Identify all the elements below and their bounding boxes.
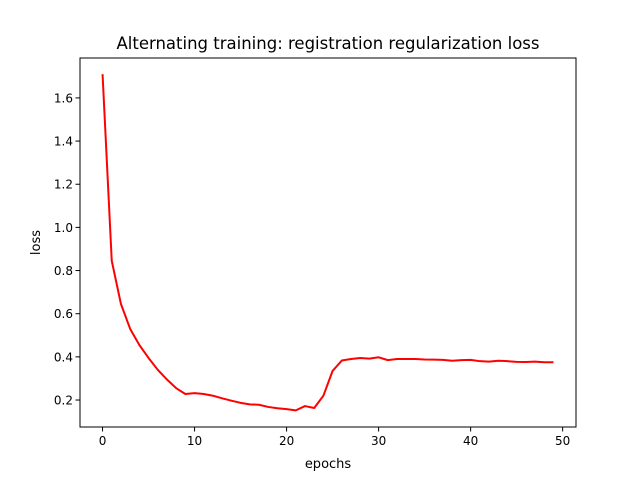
x-tick-label: 10 — [187, 434, 202, 448]
y-tick-label: 0.4 — [54, 350, 73, 364]
x-tick-label: 0 — [99, 434, 107, 448]
x-tick-label: 50 — [555, 434, 570, 448]
plot-area — [79, 57, 577, 428]
y-tick-label: 1.6 — [54, 91, 73, 105]
y-axis-ticks: 0.2 0.4 0.6 0.8 1.0 1.2 1.4 1.6 — [54, 91, 80, 408]
y-tick-label: 1.0 — [54, 221, 73, 235]
chart-title: Alternating training: registration regul… — [116, 34, 539, 53]
x-tick-label: 30 — [371, 434, 386, 448]
y-axis-label: loss — [29, 230, 44, 255]
x-tick-label: 40 — [463, 434, 478, 448]
y-tick-label: 0.8 — [54, 264, 73, 278]
x-tick-label: 20 — [279, 434, 294, 448]
x-axis-ticks: 0 10 20 30 40 50 — [99, 427, 570, 448]
y-tick-label: 0.2 — [54, 394, 73, 408]
y-tick-label: 1.2 — [54, 178, 73, 192]
series-layer — [101, 74, 554, 412]
y-tick-label: 1.4 — [54, 135, 73, 149]
y-tick-label: 0.6 — [54, 307, 73, 321]
axes-frame — [79, 57, 577, 428]
loss-series-line — [101, 74, 554, 412]
x-axis-label: epochs — [305, 457, 352, 472]
